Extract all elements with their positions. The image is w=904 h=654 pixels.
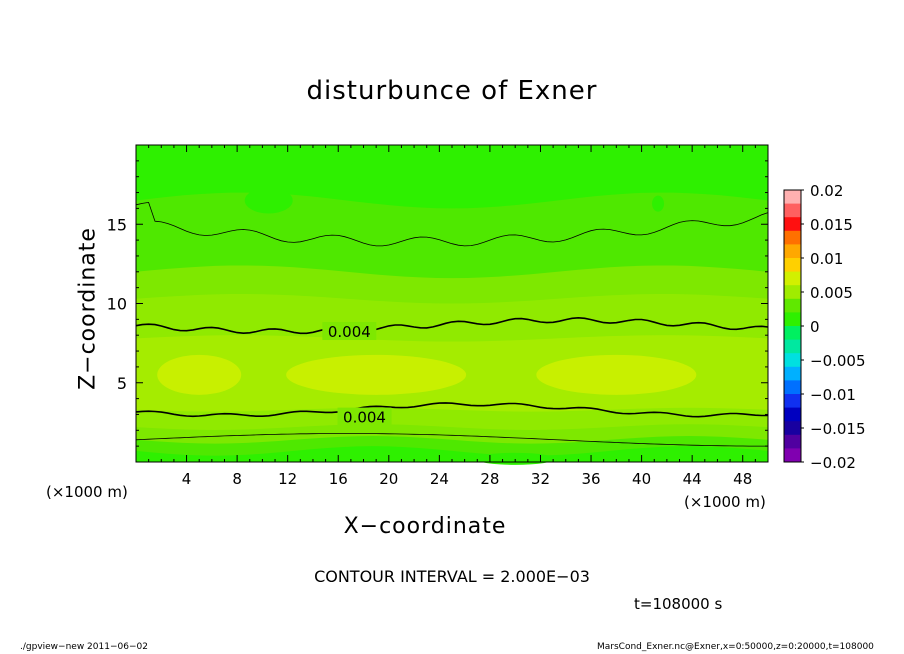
x-tick-label: 32	[531, 470, 550, 488]
colorbar-swatch	[784, 366, 801, 381]
contour-interval: CONTOUR INTERVAL = 2.000E−03	[314, 567, 590, 586]
colorbar-label: 0.015	[810, 216, 853, 234]
colorbar-swatch	[784, 312, 801, 327]
colorbar-swatch	[784, 190, 801, 205]
y-tick-label: 10	[107, 295, 127, 314]
colorbar-swatch	[784, 394, 801, 409]
time-label: t=108000 s	[634, 595, 723, 613]
colorbar-swatch	[784, 353, 801, 368]
chart-title: disturbunce of Exner	[306, 76, 598, 106]
x-axis-label: X−coordinate	[343, 514, 507, 539]
colorbar-swatch	[784, 203, 801, 218]
colorbar-label: −0.02	[810, 454, 856, 472]
contour-label-2: 0.004	[343, 409, 386, 427]
colorbar-swatch	[784, 244, 801, 259]
colorbar-label: 0	[810, 318, 820, 336]
contour-label-bg-2	[337, 407, 392, 426]
colorbar-swatch	[784, 298, 801, 313]
colorbar-label: 0.02	[810, 182, 843, 200]
colorbar-swatch	[784, 421, 801, 436]
colorbar-swatch	[784, 448, 801, 463]
field-negative-bottom	[475, 452, 556, 465]
colorbar-label: 0.005	[810, 284, 853, 302]
x-axis-unit-left: (×1000 m)	[46, 483, 128, 501]
colorbar-label: 0.01	[810, 250, 843, 268]
contour-line-lower-004	[135, 402, 768, 418]
x-tick-label: 20	[379, 470, 398, 488]
colorbar-label: −0.01	[810, 386, 856, 404]
y-tick-label: 5	[117, 374, 127, 393]
colorbar-swatch	[784, 407, 801, 422]
x-tick-label: 44	[683, 470, 702, 488]
footer-left: ./gpview−new 2011−06−02	[20, 642, 148, 652]
colorbar-swatch	[784, 271, 801, 286]
colorbar-swatch	[784, 230, 801, 245]
colorbar-label: −0.015	[810, 420, 866, 438]
x-tick-label: 24	[430, 470, 449, 488]
colorbar-swatch	[784, 258, 801, 273]
field-negative-top	[349, 146, 530, 191]
field-negative-small	[244, 187, 293, 214]
footer-right: MarsCond_Exner.nc@Exner,x=0:50000,z=0:20…	[597, 642, 874, 652]
field-negative-dot	[652, 195, 665, 212]
contour-label-1: 0.004	[328, 323, 371, 341]
field-peak-2	[286, 354, 467, 395]
x-tick-label: 4	[182, 470, 192, 488]
x-tick-label: 48	[733, 470, 752, 488]
contour-line-lower-002	[135, 433, 768, 447]
field-peak-3	[536, 354, 697, 395]
x-tick-label: 16	[329, 470, 348, 488]
colorbar-label: −0.005	[810, 352, 866, 370]
y-axis-label: Z−coordinate	[75, 227, 101, 390]
colorbar-swatch	[784, 434, 801, 449]
x-tick-label: 28	[480, 470, 499, 488]
y-tick-label: 15	[107, 215, 127, 234]
x-tick-label: 36	[581, 470, 600, 488]
contour-line-upper-004	[135, 316, 769, 335]
colorbar-swatch	[784, 326, 801, 341]
x-axis-unit-right: (×1000 m)	[684, 493, 766, 511]
contour-label-bg-1	[322, 322, 377, 341]
x-tick-label: 40	[632, 470, 651, 488]
contour-line-upper-002	[135, 201, 769, 247]
colorbar-swatch	[784, 339, 801, 354]
colorbar-swatch	[784, 217, 801, 232]
field-peak-1	[157, 354, 242, 395]
x-tick-label: 8	[232, 470, 242, 488]
x-tick-label: 12	[278, 470, 297, 488]
colorbar-swatch	[784, 380, 801, 395]
colorbar-swatch	[784, 285, 801, 300]
